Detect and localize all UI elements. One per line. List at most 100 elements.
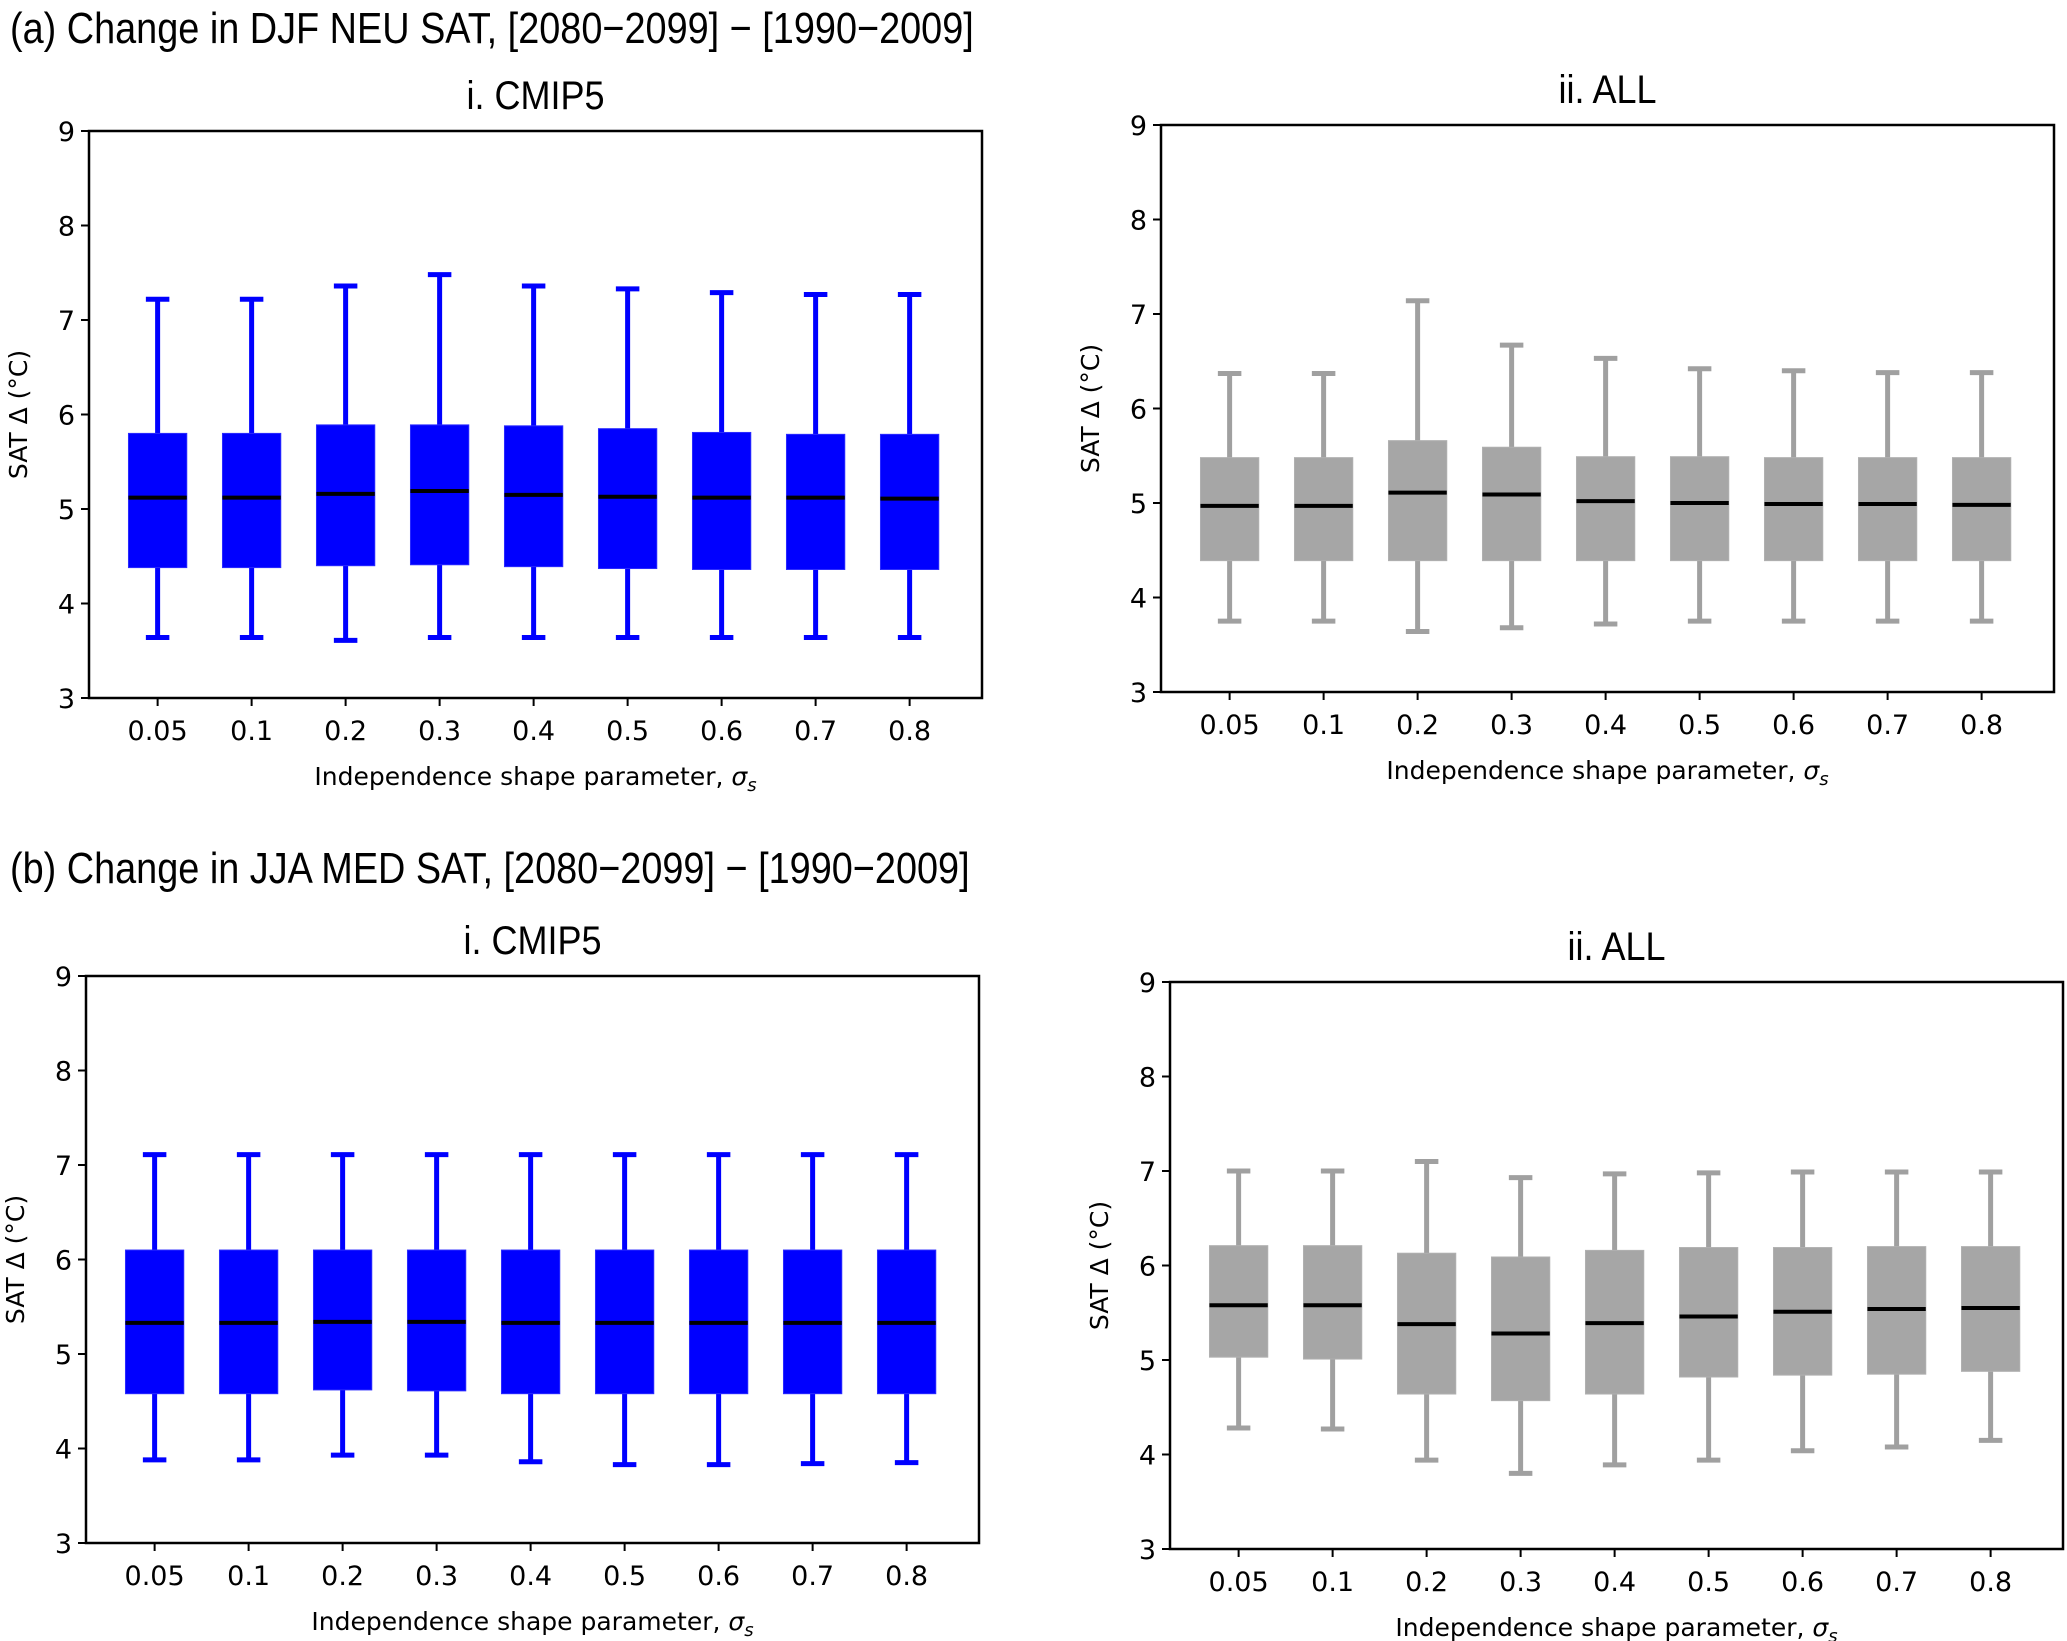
y-tick-label: 9: [1139, 968, 1156, 999]
box-0.2: [1387, 298, 1448, 635]
x-tick-label: 0.1: [1311, 1567, 1354, 1598]
x-tick-label: 0.6: [697, 1561, 740, 1592]
x-axis-label: Independence shape parameter, σs: [1395, 1613, 1837, 1641]
y-tick-label: 8: [1139, 1063, 1156, 1094]
x-tick-label: 0.5: [606, 716, 649, 747]
box-0.3: [406, 1152, 467, 1458]
sigma-subscript: s: [1819, 769, 1828, 790]
box-0.2: [315, 283, 376, 643]
x-tick-label: 0.2: [1405, 1567, 1448, 1598]
box-0.4: [503, 283, 564, 641]
box-0.6: [1763, 368, 1824, 624]
x-tick-label: 0.05: [128, 716, 188, 747]
axes-frame: [84, 974, 981, 1545]
box-0.7: [1857, 370, 1918, 624]
x-axis-label-text: Independence shape parameter,: [311, 1607, 728, 1636]
chart-panel-b-ii: ii. ALL 3 4 5 6 7 8 9 SAT Δ (°C) 0.05 0.1 0.2 0.3 0.4…: [1085, 925, 2065, 1641]
x-tick-label: 0.1: [227, 1561, 270, 1592]
x-tick-label: 0.7: [1875, 1567, 1918, 1598]
box-0.6: [1772, 1169, 1833, 1454]
y-tick-label: 7: [55, 1151, 72, 1182]
box-iqr: [1481, 446, 1542, 562]
panel-title: ii. ALL: [1567, 925, 1665, 969]
x-tick-label: 0.2: [324, 716, 367, 747]
x-axis-label-text: Independence shape parameter,: [314, 762, 731, 791]
box-0.1: [1302, 1168, 1363, 1432]
y-tick-label: 5: [55, 1340, 72, 1371]
x-tick-label: 0.8: [1960, 710, 2003, 741]
y-tick-label: 3: [1139, 1535, 1156, 1566]
box-0.05: [1199, 371, 1260, 624]
x-tick-label: 0.4: [1584, 710, 1627, 741]
x-tick-label: 0.2: [321, 1561, 364, 1592]
x-axis-label: Independence shape parameter, σs: [311, 1607, 753, 1641]
box-iqr: [1763, 457, 1824, 562]
y-tick-label: 4: [1139, 1441, 1156, 1472]
box-0.2: [1396, 1159, 1457, 1463]
box-0.05: [124, 1152, 185, 1463]
x-tick-label: 0.4: [1593, 1567, 1636, 1598]
x-tick-label: 0.7: [794, 716, 837, 747]
box-0.4: [1575, 355, 1636, 627]
y-tick-label: 3: [58, 684, 75, 715]
axes-frame: [1168, 980, 2065, 1551]
box-iqr: [1678, 1247, 1739, 1378]
box-iqr: [879, 433, 940, 570]
x-tick-label: 0.6: [700, 716, 743, 747]
section-b-title: (b) Change in JJA MED SAT, [2080−2099] −…: [10, 844, 970, 893]
y-tick-label: 7: [58, 306, 75, 337]
box-0.6: [691, 290, 752, 641]
y-axis-label: SAT Δ (°C): [4, 350, 33, 479]
chart-panel-a-ii: ii. ALL 3 4 5 6 7 8 9 SAT Δ (°C) 0.05 0.1 0.2 0.3 0.4…: [1076, 68, 2056, 790]
x-tick-label: 0.5: [1678, 710, 1721, 741]
chart-panel-a-i: i. CMIP5 3 4 5 6 7 8 9 SAT Δ (°C) 0.05 0.1 0.2 0.3 0.…: [4, 74, 984, 796]
box-iqr: [1857, 457, 1918, 562]
x-tick-label: 0.7: [791, 1561, 834, 1592]
axes-frame: [87, 129, 984, 700]
x-tick-label: 0.3: [418, 716, 461, 747]
box-iqr: [1951, 457, 2012, 562]
sigma-symbol: σ: [1803, 756, 1820, 785]
box-0.8: [1960, 1169, 2021, 1443]
y-tick-label: 8: [1130, 206, 1147, 237]
x-tick-label: 0.3: [415, 1561, 458, 1592]
y-tick-label: 8: [58, 212, 75, 243]
y-tick-label: 6: [55, 1246, 72, 1277]
x-tick-label: 0.5: [1687, 1567, 1730, 1598]
y-tick-label: 8: [55, 1057, 72, 1088]
x-tick-label: 0.05: [125, 1561, 185, 1592]
x-tick-label: 0.05: [1200, 710, 1260, 741]
box-0.4: [500, 1152, 561, 1465]
y-tick-label: 7: [1139, 1157, 1156, 1188]
box-0.5: [1678, 1170, 1739, 1463]
x-tick-label: 0.6: [1781, 1567, 1824, 1598]
box-iqr: [1208, 1245, 1269, 1358]
y-tick-label: 3: [55, 1529, 72, 1560]
chart-panel-b-i: i. CMIP5 3 4 5 6 7 8 9 SAT Δ (°C) 0.05 0.1 0.2 0.3 0.…: [1, 919, 981, 1641]
box-0.5: [597, 286, 658, 641]
panel-title: ii. ALL: [1558, 68, 1656, 112]
x-axis-label: Independence shape parameter, σs: [314, 762, 756, 796]
x-tick-label: 0.7: [1866, 710, 1909, 741]
box-iqr: [127, 432, 188, 569]
y-tick-label: 5: [1139, 1346, 1156, 1377]
box-0.8: [879, 291, 940, 641]
box-0.1: [221, 296, 282, 641]
y-tick-label: 6: [1130, 395, 1147, 426]
x-tick-label: 0.4: [509, 1561, 552, 1592]
y-tick-label: 3: [1130, 678, 1147, 709]
sigma-subscript: s: [1828, 1626, 1837, 1641]
x-tick-label: 0.4: [512, 716, 555, 747]
sigma-symbol: σ: [728, 1607, 745, 1636]
box-0.6: [688, 1152, 749, 1468]
y-axis-label: SAT Δ (°C): [1076, 344, 1105, 473]
y-tick-label: 4: [55, 1435, 72, 1466]
x-tick-label: 0.3: [1499, 1567, 1542, 1598]
y-tick-label: 4: [1130, 584, 1147, 615]
y-tick-label: 5: [1130, 489, 1147, 520]
box-0.8: [1951, 370, 2012, 624]
panel-title: i. CMIP5: [463, 919, 601, 963]
y-tick-label: 9: [1130, 111, 1147, 142]
y-axis-label: SAT Δ (°C): [1085, 1201, 1114, 1330]
